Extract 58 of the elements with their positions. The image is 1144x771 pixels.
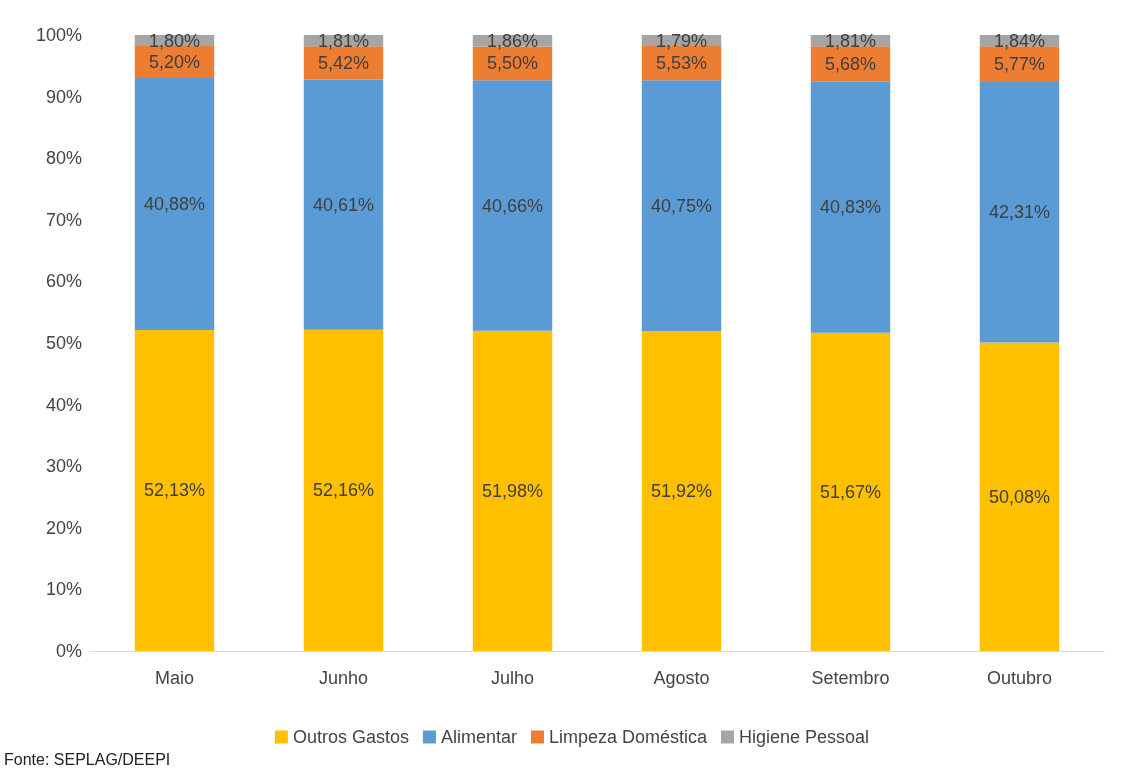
data-label: 42,31% bbox=[988, 202, 1051, 223]
data-label: 40,61% bbox=[312, 194, 375, 215]
bar bbox=[472, 330, 553, 651]
bar bbox=[979, 342, 1060, 651]
bar bbox=[810, 81, 891, 333]
data-label: 51,98% bbox=[481, 480, 544, 501]
source-note: Fonte: SEPLAG/DEEPI bbox=[4, 750, 171, 768]
legend-label: Outros Gastos bbox=[292, 727, 409, 747]
bar bbox=[134, 329, 215, 651]
bar bbox=[134, 78, 215, 330]
y-tick-label: 20% bbox=[45, 517, 82, 538]
data-label: 1,81% bbox=[317, 30, 370, 51]
data-label: 1,81% bbox=[824, 30, 877, 51]
data-label: 5,20% bbox=[148, 52, 201, 73]
y-tick-label: 40% bbox=[45, 394, 82, 415]
data-label: 40,88% bbox=[143, 193, 206, 214]
legend-label: Limpeza Doméstica bbox=[548, 727, 709, 747]
bar bbox=[303, 329, 384, 651]
y-tick-label: 60% bbox=[45, 271, 82, 292]
y-tick-label: 50% bbox=[45, 333, 82, 353]
data-label: 40,75% bbox=[650, 195, 713, 216]
data-label: 5,50% bbox=[486, 53, 539, 74]
x-tick-label: Agosto bbox=[653, 668, 710, 688]
data-label: 40,83% bbox=[819, 196, 882, 217]
legend-label: Higiene Pessoal bbox=[739, 727, 870, 747]
legend-label: Alimentar bbox=[440, 727, 517, 747]
data-label: 52,13% bbox=[143, 480, 206, 501]
bar bbox=[641, 80, 722, 332]
x-tick-label: Julho bbox=[490, 668, 535, 688]
x-tick-label: Junho bbox=[318, 668, 369, 688]
data-label: 1,79% bbox=[655, 30, 708, 51]
data-label: 5,53% bbox=[655, 53, 708, 74]
data-label: 5,68% bbox=[824, 53, 877, 74]
x-tick-label: Outubro bbox=[986, 668, 1053, 688]
data-label: 50,08% bbox=[988, 486, 1051, 507]
data-label: 52,16% bbox=[312, 480, 375, 501]
data-label: 5,77% bbox=[993, 54, 1046, 75]
data-label: 51,92% bbox=[650, 481, 713, 502]
bar bbox=[641, 331, 722, 651]
bar bbox=[303, 79, 384, 330]
x-tick-label: Setembro bbox=[811, 668, 890, 688]
data-label: 1,84% bbox=[993, 30, 1046, 51]
y-tick-label: 70% bbox=[45, 209, 82, 230]
data-label: 51,67% bbox=[819, 481, 882, 502]
y-tick-label: 10% bbox=[45, 579, 82, 600]
x-tick-label: Maio bbox=[154, 668, 195, 688]
bar bbox=[472, 80, 553, 331]
y-tick-label: 30% bbox=[45, 456, 82, 477]
data-label: 40,66% bbox=[481, 195, 544, 216]
data-label: 5,42% bbox=[317, 52, 370, 73]
y-tick-label: 100% bbox=[35, 25, 82, 45]
y-tick-label: 0% bbox=[55, 641, 82, 661]
data-label: 1,86% bbox=[486, 30, 539, 51]
bar bbox=[979, 81, 1060, 343]
y-tick-label: 90% bbox=[45, 86, 82, 107]
bar bbox=[810, 332, 891, 651]
data-label: 1,80% bbox=[148, 30, 201, 51]
y-tick-label: 80% bbox=[45, 148, 82, 169]
